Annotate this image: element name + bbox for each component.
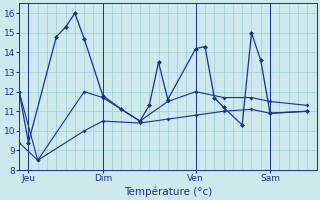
X-axis label: Température (°c): Température (°c) — [124, 186, 212, 197]
